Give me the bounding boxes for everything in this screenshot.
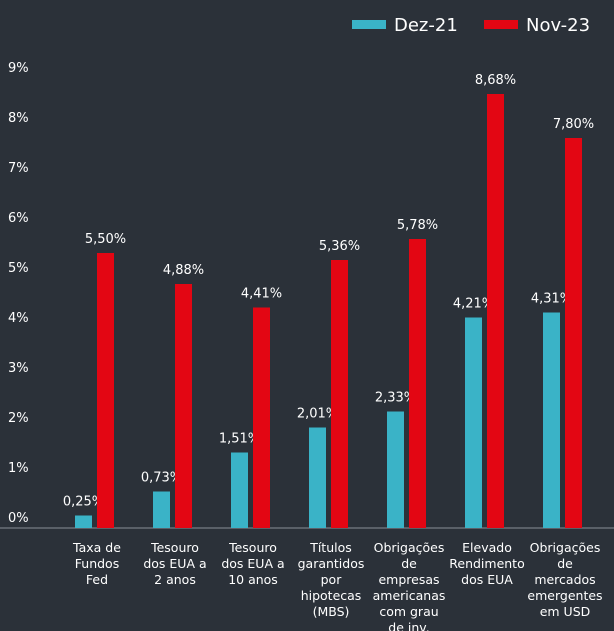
x-tick-label: Títulos garantidos por hipotecas (MBS) [298,540,365,619]
bar [153,491,170,528]
value-label: 5,36% [319,239,360,254]
y-tick-label: 0% [8,511,29,526]
value-label: 8,68% [475,73,516,88]
bar [331,260,348,528]
bar [231,452,248,528]
legend-label: Nov-23 [526,15,590,36]
value-label: 4,88% [163,263,204,278]
y-tick-label: 4% [8,311,29,326]
legend-swatch [352,20,386,29]
x-tick-label: Obrigações de empresas americanas com grau de… [373,540,446,631]
value-label: 4,21% [453,297,494,312]
value-label: 0,73% [141,471,182,486]
bar [309,427,326,528]
bar [175,284,192,528]
bar [253,307,270,528]
x-tick-label: Obrigações de mercados emergentes em USD [527,540,602,619]
y-tick-label: 5% [8,261,29,276]
x-tick-label: Tesouro dos EUA a 10 anos [221,540,284,587]
y-tick-label: 2% [8,411,29,426]
y-tick-label: 1% [8,461,29,476]
y-tick-label: 6% [8,211,29,226]
legend-label: Dez-21 [394,15,458,36]
value-label: 0,25% [63,495,104,510]
value-label: 4,31% [531,292,572,307]
x-tick-label: Elevado Rendimento dos EUA [449,540,524,587]
value-label: 7,80% [553,117,594,132]
y-tick-label: 8% [8,111,29,126]
y-tick-label: 3% [8,361,29,376]
bar [97,253,114,528]
bar [387,411,404,528]
bar [465,317,482,528]
value-label: 2,01% [297,407,338,422]
bar [565,138,582,528]
legend-swatch [484,20,518,29]
y-tick-label: 9% [8,61,29,76]
value-label: 4,41% [241,287,282,302]
bar [487,94,504,528]
bar [543,312,560,528]
value-label: 5,50% [85,232,126,247]
y-tick-label: 7% [8,161,29,176]
bar [75,515,92,528]
bar [409,239,426,528]
value-label: 2,33% [375,391,416,406]
x-tick-label: Taxa de Fundos Fed [72,540,121,587]
value-label: 1,51% [219,432,260,447]
value-label: 5,78% [397,218,438,233]
